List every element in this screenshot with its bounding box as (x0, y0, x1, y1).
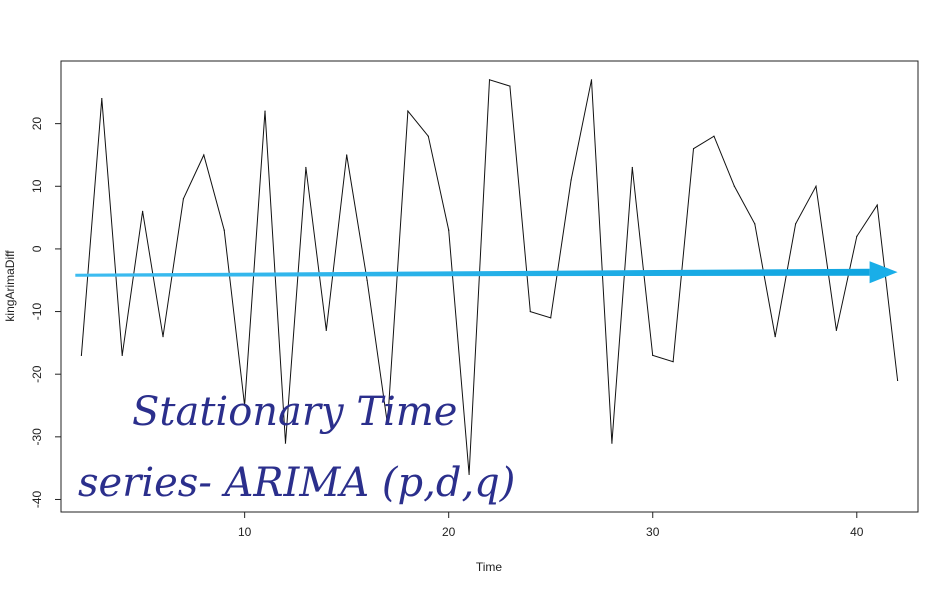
data-point (142, 210, 144, 212)
y-axis-title: kingArimaDiff (3, 250, 17, 322)
data-point (305, 166, 307, 169)
data-point (448, 229, 450, 231)
x-tick-label: 20 (442, 525, 456, 539)
series-points (80, 79, 899, 476)
data-point (835, 329, 837, 331)
plot-frame (60, 60, 919, 513)
x-tick-label: 10 (238, 525, 252, 539)
annotation-line-2: series- ARIMA (p,d,q) (78, 460, 515, 506)
data-point (101, 97, 103, 100)
data-point (774, 336, 776, 338)
y-tick-label: 20 (30, 117, 44, 131)
trend-arrow-shaft (75, 268, 870, 277)
x-tick-label: 30 (646, 525, 660, 539)
data-point (468, 473, 470, 476)
trend-arrow-head (869, 261, 898, 284)
data-point (876, 204, 878, 206)
x-axis: 10 20 30 40 (238, 512, 864, 539)
data-point (570, 179, 572, 181)
data-point (264, 110, 266, 112)
trend-arrow (75, 261, 898, 284)
data-point (896, 379, 899, 382)
x-axis-title: Time (476, 560, 503, 574)
data-point (754, 223, 756, 225)
data-point (488, 79, 491, 81)
data-point (427, 135, 429, 137)
annotation-line-1: Stationary Time (132, 389, 457, 435)
y-tick-label: 0 (30, 245, 44, 252)
y-tick-label: -20 (30, 365, 44, 383)
data-point (80, 354, 83, 357)
data-point (794, 223, 797, 225)
y-tick-label: -40 (30, 490, 44, 508)
data-point (203, 154, 205, 156)
data-point (590, 79, 593, 81)
data-point (692, 148, 695, 150)
data-point (672, 361, 674, 363)
data-point (529, 310, 531, 313)
data-point (366, 279, 368, 281)
data-point (244, 404, 246, 407)
data-point (182, 198, 185, 200)
data-point (346, 154, 348, 156)
y-tick-label: -30 (30, 428, 44, 446)
data-point (815, 185, 817, 187)
data-point (631, 166, 633, 169)
data-point (652, 354, 654, 357)
data-point (407, 110, 409, 112)
data-point (611, 442, 613, 444)
y-tick-label: 10 (30, 179, 44, 193)
data-point (284, 442, 287, 444)
data-point (713, 135, 715, 137)
y-axis: -40 -30 -20 -10 0 10 20 (30, 117, 61, 508)
x-tick-label: 40 (850, 525, 864, 539)
data-point (223, 229, 225, 231)
y-tick-label: -10 (30, 303, 44, 321)
data-point (509, 85, 511, 87)
data-point (162, 336, 164, 338)
data-point (325, 329, 327, 331)
data-point (856, 235, 858, 237)
data-point (121, 354, 123, 357)
data-point (550, 317, 552, 319)
data-point (386, 423, 389, 425)
data-point (733, 185, 735, 187)
